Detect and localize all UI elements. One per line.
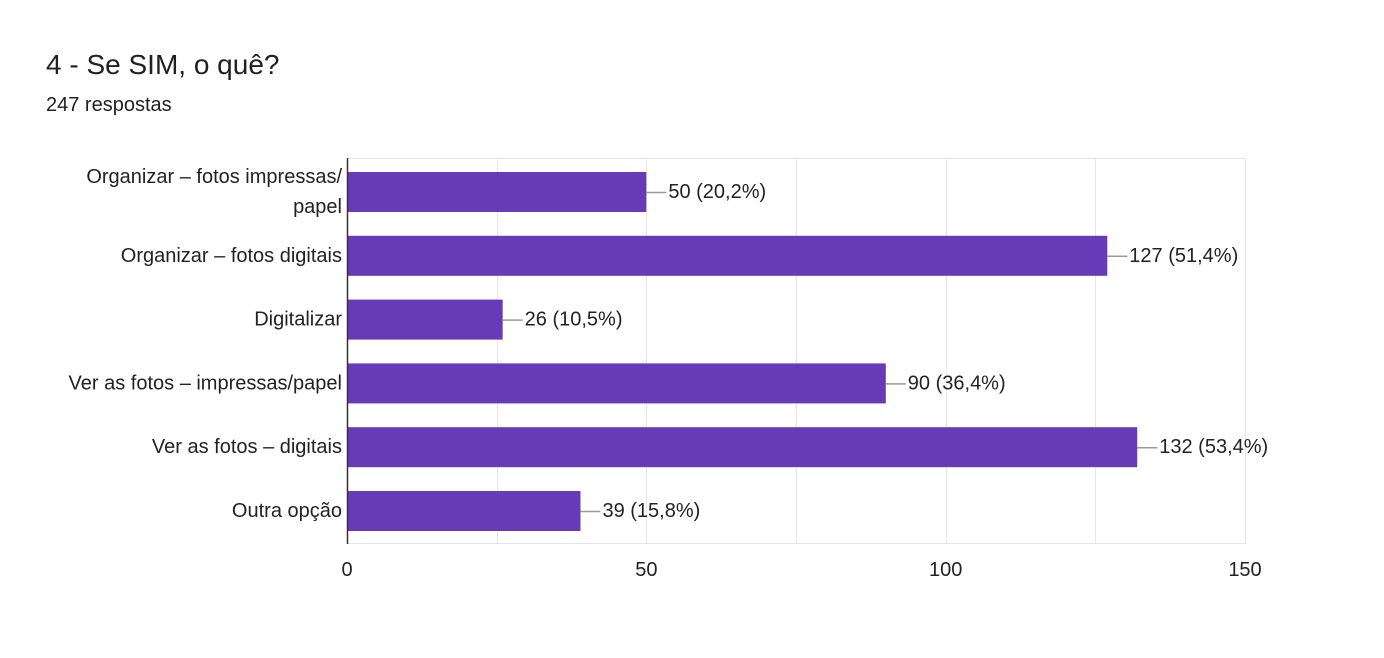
axes: 0 50 100 150 (341, 158, 1262, 581)
page-title: 4 - Se SIM, o quê? (46, 49, 280, 80)
x-tick-label: 100 (929, 559, 962, 581)
x-tick-label: 50 (635, 559, 657, 581)
data-label: 39 (15,8%) (602, 500, 700, 522)
bar (347, 299, 503, 340)
bars (347, 172, 1138, 531)
data-label: 127 (51,4%) (1129, 245, 1238, 267)
bar (347, 491, 581, 531)
bar (347, 172, 647, 212)
category-label: Organizar – fotos digitais (121, 245, 342, 267)
response-count: 247 respostas (46, 94, 172, 116)
category-label: Digitalizar (254, 309, 342, 331)
data-label: 132 (53,4%) (1159, 436, 1268, 458)
category-label: Ver as fotos – digitais (152, 436, 342, 458)
category-label: Ver as fotos – impressas/papel (69, 372, 342, 394)
labels: 50 (20,2%) Organizar – fotos impressas/pa… (69, 166, 1269, 522)
bar (347, 235, 1108, 276)
data-label: 90 (36,4%) (908, 372, 1006, 394)
category-label: Organizar – fotos impressas/ (86, 166, 342, 188)
data-label: 26 (10,5%) (525, 309, 623, 331)
category-label: papel (293, 196, 342, 218)
data-label: 50 (20,2%) (668, 181, 766, 203)
x-tick-label: 0 (341, 559, 352, 581)
x-tick-label: 150 (1228, 559, 1261, 581)
grid-lines (347, 158, 1246, 544)
bar (347, 363, 886, 404)
category-label: Outra opção (232, 500, 342, 522)
bar (347, 427, 1138, 468)
